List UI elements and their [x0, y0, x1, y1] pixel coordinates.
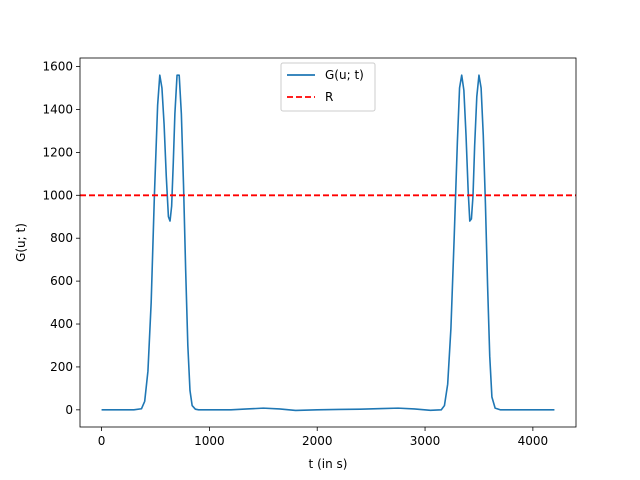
x-axis-label: t (in s) — [309, 457, 348, 471]
axes-layer: 0 1000 2000 3000 4000 0 200 400 600 800 1000 1200 14… — [42, 57, 577, 448]
x-tick-label-4: 4000 — [518, 434, 549, 448]
series-line-0 — [101, 74, 555, 412]
y-tick-label-2: 400 — [50, 317, 73, 331]
y-tick-label-1: 200 — [50, 360, 73, 374]
y-tick-label-3: 600 — [50, 274, 73, 288]
y-tick-label-8: 1600 — [42, 60, 73, 74]
x-tick-label-2: 2000 — [302, 434, 333, 448]
plot-frame — [79, 57, 577, 428]
legend-label-g: G(u; t) — [325, 68, 364, 82]
x-tick-label-3: 3000 — [410, 434, 441, 448]
y-tick-label-0: 0 — [65, 403, 73, 417]
legend-label-r: R — [325, 90, 333, 104]
y-tick-label-6: 1200 — [42, 145, 73, 159]
series-layer — [80, 74, 576, 412]
x-tick-label-0: 0 — [98, 434, 106, 448]
y-tick-label-4: 800 — [50, 231, 73, 245]
y-tick-label-7: 1400 — [42, 102, 73, 116]
y-tick-label-5: 1000 — [42, 188, 73, 202]
y-axis-label: G(u; t) — [14, 223, 28, 262]
x-tick-label-1: 1000 — [194, 434, 225, 448]
legend: G(u; t) R — [280, 62, 376, 112]
